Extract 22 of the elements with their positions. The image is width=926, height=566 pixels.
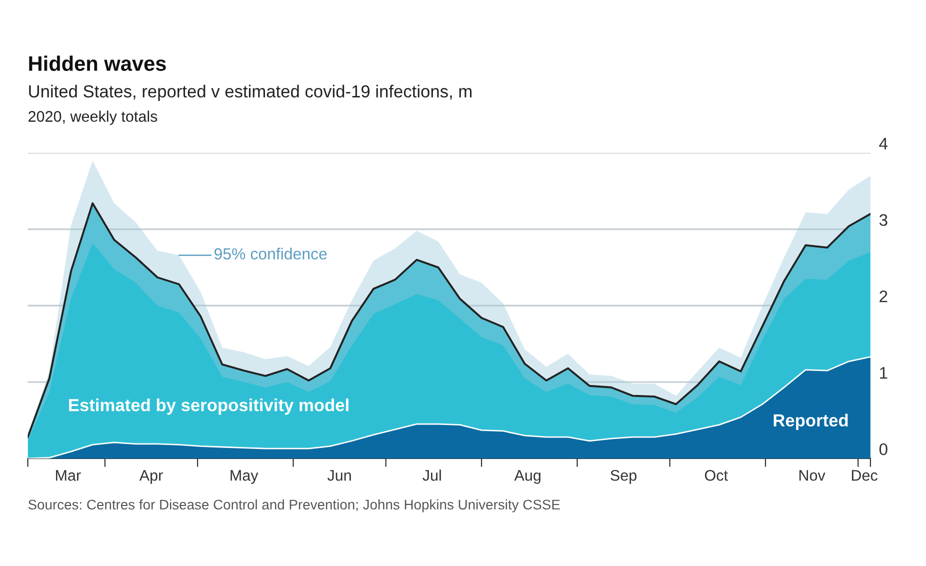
y-tick-label: 3 xyxy=(879,214,888,226)
x-tick-label: Jul xyxy=(422,470,441,481)
series-label: Estimated by seropositivity model xyxy=(69,398,348,415)
chart-title: Hidden waves xyxy=(29,56,166,71)
x-tick-label: Jun xyxy=(327,470,351,481)
x-tick-label: Dec xyxy=(852,470,878,481)
source-note: Sources: Centres for Disease Control and Prevention; Johns Hopkins University CSSE xyxy=(28,499,560,512)
x-tick-label: Apr xyxy=(139,470,163,484)
x-tick-label: Sep xyxy=(610,470,636,484)
series-label: Reported xyxy=(774,414,848,430)
y-tick-label: 2 xyxy=(880,290,888,302)
chart-subtitle: United States, reported v estimated covid-19 infections, m xyxy=(29,84,472,101)
x-tick-label: Mar xyxy=(56,470,81,481)
x-tick-label: Aug xyxy=(514,470,540,484)
y-tick-label: 0 xyxy=(879,443,888,456)
annotation: 95% confidence xyxy=(214,248,327,260)
x-tick-label: May xyxy=(230,470,258,484)
text: 2020, weekly totals xyxy=(28,110,158,125)
y-tick-label: 4 xyxy=(879,138,888,150)
y-tick-label: 1 xyxy=(880,367,888,379)
x-tick-label: Nov xyxy=(799,470,826,481)
x-tick-label: Oct xyxy=(704,470,728,481)
